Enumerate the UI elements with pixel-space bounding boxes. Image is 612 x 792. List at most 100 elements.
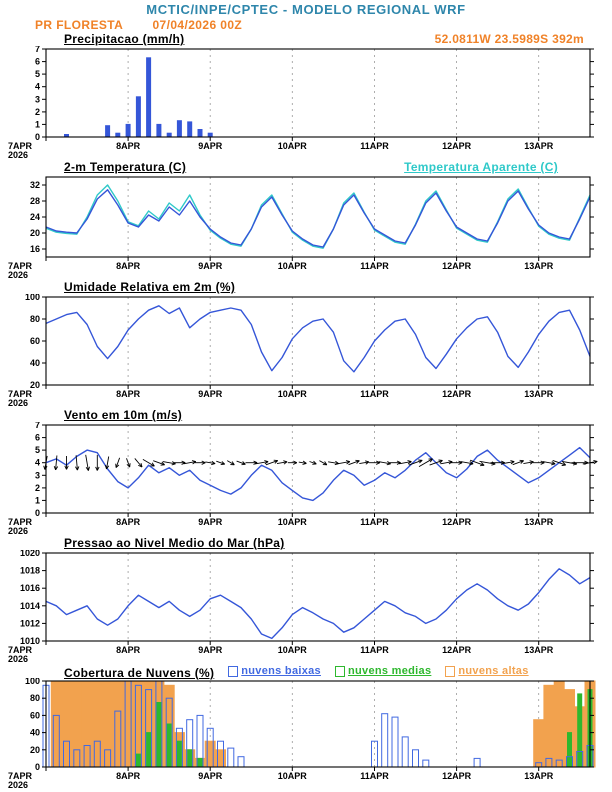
svg-text:7APR: 7APR <box>8 645 33 655</box>
precipitation-chart: 0 1 2 3 4 5 6 7 7APR 2026 8APR 9APR 10APR 11APR 12APR 1… <box>0 46 612 160</box>
legend-swatch-low-clouds-icon <box>228 665 239 677</box>
svg-text:8APR: 8APR <box>116 389 141 399</box>
svg-text:3: 3 <box>35 94 40 104</box>
svg-text:8APR: 8APR <box>116 517 141 527</box>
svg-text:13APR: 13APR <box>524 141 554 151</box>
svg-text:1020: 1020 <box>20 550 40 558</box>
station-name: PR FLORESTA <box>35 18 123 32</box>
svg-text:20: 20 <box>30 228 40 238</box>
humidity-chart: 20 40 60 80 100 7APR 2026 8APR 9APR 10APR 11APR 12A… <box>0 294 612 408</box>
legend-label-high-clouds: nuvens altas <box>458 665 529 677</box>
svg-text:12APR: 12APR <box>442 771 472 781</box>
svg-text:6: 6 <box>35 57 40 67</box>
panel-pressure: Pressao ao Nivel Medio do Mar (hPa) 1010… <box>0 536 612 664</box>
svg-text:9APR: 9APR <box>198 645 223 655</box>
svg-text:9APR: 9APR <box>198 517 223 527</box>
svg-text:2026: 2026 <box>8 654 28 664</box>
svg-text:100: 100 <box>25 294 40 302</box>
svg-text:2: 2 <box>35 107 40 117</box>
svg-text:11APR: 11APR <box>360 261 389 271</box>
svg-text:2026: 2026 <box>8 526 28 536</box>
svg-text:13APR: 13APR <box>524 261 554 271</box>
station-coordinates: 52.0811W 23.5989S 392m <box>434 32 584 46</box>
svg-text:80: 80 <box>30 693 40 703</box>
svg-text:1010: 1010 <box>20 636 40 646</box>
legend-label-low-clouds: nuvens baixas <box>241 665 321 677</box>
svg-text:28: 28 <box>30 196 40 206</box>
pressure-chart: 1010 1012 1014 1016 1018 1020 7APR 2026 8APR 9APR… <box>0 550 612 664</box>
svg-text:1: 1 <box>35 495 40 505</box>
svg-text:12APR: 12APR <box>442 517 472 527</box>
svg-text:10APR: 10APR <box>278 141 308 151</box>
svg-text:1016: 1016 <box>20 583 40 593</box>
page-title: MCTIC/INPE/CPTEC - MODELO REGIONAL WRF <box>146 2 466 17</box>
svg-text:5: 5 <box>35 69 40 79</box>
run-datetime: 07/04/2026 00Z <box>152 18 243 32</box>
svg-text:3: 3 <box>35 470 40 480</box>
svg-text:2026: 2026 <box>8 270 28 280</box>
svg-text:11APR: 11APR <box>360 645 389 655</box>
svg-text:4: 4 <box>35 82 40 92</box>
panel-cloud-cover: Cobertura de Nuvens (%) nuvens baixas nu… <box>0 664 612 790</box>
legend-mid-clouds: nuvens medias <box>334 664 432 678</box>
svg-text:24: 24 <box>30 212 40 222</box>
svg-text:7: 7 <box>35 422 40 430</box>
svg-text:10APR: 10APR <box>278 645 308 655</box>
chart-title-temperature: 2-m Temperatura (C) <box>64 160 187 174</box>
svg-text:10APR: 10APR <box>278 261 308 271</box>
svg-text:8APR: 8APR <box>116 645 141 655</box>
panel-precipitation: Precipitacao (mm/h) 52.0811W 23.5989S 39… <box>0 32 612 160</box>
svg-text:1018: 1018 <box>20 566 40 576</box>
svg-text:7APR: 7APR <box>8 141 33 151</box>
svg-text:9APR: 9APR <box>198 771 223 781</box>
chart-title-cloud-cover: Cobertura de Nuvens (%) <box>64 665 215 680</box>
svg-text:10APR: 10APR <box>278 517 308 527</box>
svg-text:0: 0 <box>35 508 40 518</box>
panel-humidity: Umidade Relativa em 2m (%) 20 40 60 80 100 7A… <box>0 280 612 408</box>
svg-text:20: 20 <box>30 745 40 755</box>
svg-text:5: 5 <box>35 445 40 455</box>
svg-text:10APR: 10APR <box>278 389 308 399</box>
svg-text:40: 40 <box>30 728 40 738</box>
svg-text:11APR: 11APR <box>360 389 389 399</box>
svg-text:80: 80 <box>30 314 40 324</box>
wind-chart: 0 1 2 3 4 5 6 7 7APR 2026 8APR 9APR 10APR 11APR 12APR 1… <box>0 422 612 536</box>
chart-title-wind: Vento em 10m (m/s) <box>64 408 183 422</box>
svg-text:40: 40 <box>30 358 40 368</box>
temperature-chart: 16 20 24 28 32 7APR 2026 8APR 9APR 10APR 11APR 12AP… <box>0 174 612 280</box>
svg-text:12APR: 12APR <box>442 261 472 271</box>
svg-text:1014: 1014 <box>20 601 40 611</box>
svg-text:11APR: 11APR <box>360 517 389 527</box>
svg-text:12APR: 12APR <box>442 645 472 655</box>
svg-text:16: 16 <box>30 244 40 254</box>
svg-text:11APR: 11APR <box>360 771 389 781</box>
svg-text:60: 60 <box>30 710 40 720</box>
svg-text:8APR: 8APR <box>116 771 141 781</box>
svg-text:1: 1 <box>35 119 40 129</box>
svg-text:4: 4 <box>35 458 40 468</box>
svg-text:13APR: 13APR <box>524 645 554 655</box>
cloud-cover-chart: 0 20 40 60 80 100 7APR 2026 8APR 9APR 10APR 11APR 12… <box>0 678 612 790</box>
svg-text:7APR: 7APR <box>8 517 33 527</box>
svg-text:7APR: 7APR <box>8 771 33 781</box>
svg-text:13APR: 13APR <box>524 771 554 781</box>
svg-text:1012: 1012 <box>20 618 40 628</box>
svg-text:2: 2 <box>35 483 40 493</box>
legend-label-mid-clouds: nuvens medias <box>347 665 432 677</box>
svg-text:6: 6 <box>35 433 40 443</box>
run-info-line: PR FLORESTA 07/04/2026 00Z <box>0 18 612 32</box>
svg-text:9APR: 9APR <box>198 389 223 399</box>
svg-text:13APR: 13APR <box>524 517 554 527</box>
svg-text:10APR: 10APR <box>278 771 308 781</box>
svg-text:11APR: 11APR <box>360 141 389 151</box>
svg-text:7: 7 <box>35 46 40 54</box>
svg-text:12APR: 12APR <box>442 141 472 151</box>
svg-text:0: 0 <box>35 132 40 142</box>
svg-text:0: 0 <box>35 762 40 772</box>
svg-text:100: 100 <box>25 678 40 686</box>
svg-text:2026: 2026 <box>8 398 28 408</box>
svg-text:8APR: 8APR <box>116 141 141 151</box>
svg-text:32: 32 <box>30 180 40 190</box>
svg-text:7APR: 7APR <box>8 261 33 271</box>
